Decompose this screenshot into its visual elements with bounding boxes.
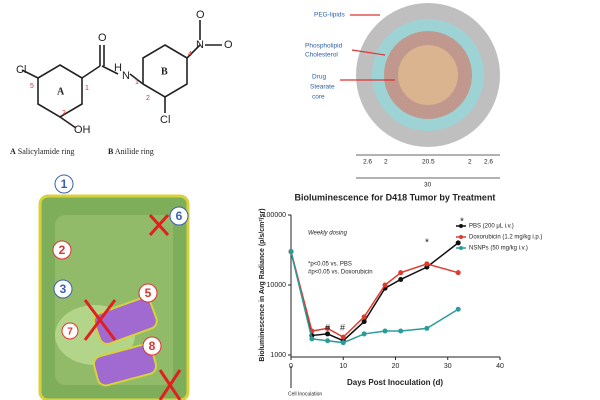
legend-marker — [459, 224, 463, 228]
data-point — [325, 331, 331, 337]
atom: O — [224, 39, 233, 51]
y-tick-label: 1000 — [270, 352, 286, 359]
annotation: # — [325, 322, 330, 332]
annotation: Weekly dosing — [308, 231, 348, 237]
caption-text: Salicylamide ring — [18, 147, 75, 156]
y-tick-label: 10000 — [267, 282, 287, 289]
data-point — [325, 325, 331, 331]
x-axis-label: Days Post Inoculation (d) — [347, 378, 443, 387]
annotation: #p<0.05 vs. Doxorubicin — [308, 270, 373, 276]
caption-text: Anilide ring — [115, 147, 154, 156]
data-point — [455, 270, 461, 276]
legend-marker — [459, 246, 463, 250]
position-number: 1 — [135, 79, 139, 86]
data-point — [382, 328, 388, 334]
data-point — [398, 276, 404, 282]
step-number: 5 — [145, 286, 152, 300]
data-point — [455, 306, 461, 312]
caption: A Salicylamide ring — [10, 147, 74, 156]
x-tick-label: 30 — [444, 363, 452, 370]
data-point — [361, 314, 367, 320]
caption-letter: A — [10, 147, 16, 156]
np-label: PEG-lipids — [314, 12, 345, 19]
position-number: 4 — [188, 51, 192, 58]
np-label: Drug — [312, 74, 326, 81]
atom: O — [98, 32, 107, 44]
annotation: Cell Inoculation — [288, 391, 322, 397]
y-tick-label: 100000 — [263, 212, 286, 219]
annotation: * — [425, 238, 429, 249]
np-label: Cholesterol — [305, 52, 338, 59]
legend-label: Doxorubicin (1.2 mg/kg i.p.) — [469, 235, 542, 241]
atom: N — [122, 70, 130, 82]
data-point — [325, 338, 331, 344]
np-label: Phospholipid — [305, 43, 343, 50]
data-point — [424, 261, 430, 267]
nanoparticle — [340, 3, 500, 179]
step-number: 2 — [59, 243, 66, 257]
position-number: 2 — [146, 95, 150, 102]
dimension: 2 — [468, 159, 472, 166]
y-axis-label: Bioluminescence in Avg Radiance (p/s/cm²… — [259, 208, 266, 361]
caption: B Anilide ring — [108, 147, 154, 156]
step-number: 3 — [60, 282, 67, 296]
data-point — [340, 334, 346, 340]
data-point — [361, 319, 367, 325]
data-point — [288, 249, 294, 255]
position-number: 5 — [30, 83, 34, 90]
atom: H — [114, 62, 122, 74]
data-point — [309, 336, 315, 342]
x-tick-label: 20 — [392, 363, 400, 370]
chart-title: Bioluminescence for D418 Tumor by Treatm… — [295, 192, 496, 202]
data-point — [361, 331, 367, 337]
step-number: 7 — [67, 327, 73, 338]
chart: Bioluminescence for D418 Tumor by Treatm… — [259, 192, 543, 397]
data-point — [382, 282, 388, 288]
dimension: 30 — [424, 182, 432, 189]
data-point — [455, 240, 461, 246]
atom: O — [196, 9, 205, 21]
atom: Cl — [16, 64, 26, 76]
step-number: 8 — [149, 339, 156, 353]
data-point — [398, 328, 404, 334]
dimension: 2 — [384, 159, 388, 166]
np-label: Stearate — [310, 84, 335, 91]
ring-label: A — [57, 86, 65, 97]
series-line — [290, 242, 459, 342]
annotation: * — [460, 217, 464, 228]
data-point — [424, 325, 430, 331]
ring-label: B — [161, 66, 168, 77]
np-label: core — [312, 94, 325, 101]
annotation: # — [340, 322, 345, 332]
chemical-structure — [21, 20, 222, 129]
dimension: 2.6 — [363, 159, 372, 166]
atom: Cl — [160, 114, 170, 126]
annotation: *p<0.05 vs. PBS — [308, 262, 352, 268]
legend-label: NSNPs (50 mg/kg i.v.) — [469, 246, 528, 252]
position-number: 2 — [62, 110, 66, 117]
x-tick-label: 40 — [496, 363, 504, 370]
step-number: 1 — [61, 177, 68, 191]
atom: OH — [74, 124, 91, 136]
step-number: 6 — [176, 209, 183, 223]
data-point — [398, 270, 404, 276]
dimension: 2.6 — [484, 159, 493, 166]
data-point — [340, 340, 346, 346]
legend-marker — [459, 235, 463, 239]
caption-letter: B — [108, 147, 114, 156]
legend-label: PBS (200 μL i.v.) — [469, 224, 514, 230]
atom: N — [196, 39, 204, 51]
position-number: 1 — [85, 85, 89, 92]
dimension: 20.5 — [422, 159, 435, 166]
x-tick-label: 10 — [339, 363, 347, 370]
